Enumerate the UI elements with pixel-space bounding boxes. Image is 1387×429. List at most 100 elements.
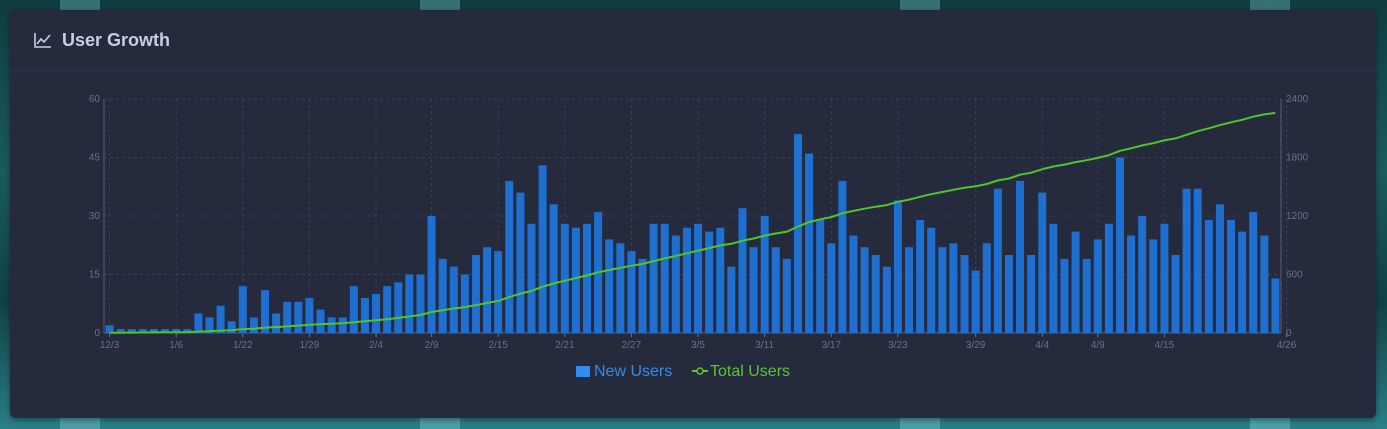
new-users-bar [316, 309, 325, 333]
user-growth-card: User Growth 0 0 15 600 30 1200 45 1800 60 2400 12/… [10, 10, 1376, 418]
new-users-bar [694, 223, 703, 333]
new-users-bar [327, 317, 336, 333]
new-users-bar [860, 247, 869, 333]
new-users-bar [682, 227, 691, 333]
new-users-bar [372, 294, 381, 333]
y-right-tick-label: 1800 [1286, 153, 1309, 164]
new-users-bar [1193, 188, 1202, 333]
new-users-bar [616, 243, 625, 333]
x-tick-label: 2/27 [622, 340, 642, 351]
x-tick-label: 3/11 [755, 340, 774, 351]
x-tick-label: 3/23 [888, 340, 908, 351]
y-right-tick-label: 1200 [1286, 211, 1309, 222]
new-users-bar [438, 258, 447, 333]
new-users-bar [494, 251, 503, 333]
new-users-bar [527, 223, 536, 333]
new-users-bar [460, 274, 469, 333]
new-users-bar [893, 200, 902, 333]
new-users-bar [638, 258, 647, 333]
x-tick-label: 3/5 [691, 340, 705, 351]
card-header: User Growth [10, 10, 1376, 71]
new-users-bar [1238, 231, 1247, 333]
new-users-bar [705, 231, 714, 333]
new-users-bar [283, 301, 292, 333]
new-users-bar [1249, 212, 1258, 333]
new-users-bar [749, 247, 758, 333]
x-tick-label: 12/3 [100, 340, 120, 351]
y-right-tick-label: 2400 [1286, 94, 1309, 105]
new-users-bar [116, 329, 125, 333]
new-users-bar [1204, 219, 1213, 333]
new-users-bar [294, 301, 303, 333]
new-users-bar [560, 223, 569, 333]
y-left-tick-label: 45 [89, 153, 101, 164]
y-left-tick-label: 60 [89, 94, 101, 105]
new-users-bar [1071, 231, 1080, 333]
new-users-bar [1060, 258, 1069, 333]
y-right-tick-label: 600 [1286, 270, 1303, 281]
new-users-bar [1215, 204, 1224, 333]
new-users-bar [838, 180, 847, 333]
new-users-bar [871, 255, 880, 333]
new-users-bar [505, 180, 514, 333]
new-users-bar [1049, 223, 1058, 333]
legend-new-users-label: New Users [594, 363, 672, 380]
new-users-bar [1016, 180, 1025, 333]
new-users-bar [827, 243, 836, 333]
new-users-bar [882, 266, 891, 333]
x-tick-label: 2/15 [488, 340, 508, 351]
new-users-bar [982, 243, 991, 333]
new-users-bar [1027, 255, 1036, 333]
new-users-bar [816, 219, 825, 333]
new-users-bar [194, 313, 203, 333]
new-users-bar [916, 219, 925, 333]
new-users-bar [1182, 188, 1191, 333]
user-growth-chart: 0 0 15 600 30 1200 45 1800 60 2400 12/3 1/6 1/22 1/29… [89, 94, 1309, 380]
y-left-tick-label: 15 [89, 270, 101, 281]
x-tick-label: 3/17 [822, 340, 842, 351]
new-users-bar [671, 235, 680, 333]
new-users-bar [1171, 255, 1180, 333]
new-users-bar [349, 286, 358, 333]
new-users-bar [782, 258, 791, 333]
new-users-bar [938, 247, 947, 333]
new-users-bar [805, 153, 814, 333]
new-users-bar [1271, 278, 1280, 333]
new-users-bar [927, 227, 936, 333]
new-users-bar [338, 317, 347, 333]
new-users-bar [127, 329, 136, 333]
y-left-tick-label: 0 [94, 328, 100, 339]
new-users-bar [394, 282, 403, 333]
legend-total-users-label: Total Users [710, 363, 790, 380]
new-users-bar [449, 266, 458, 333]
new-users-bar [383, 286, 392, 333]
total-users-line [109, 111, 1276, 334]
new-users-bar [138, 329, 147, 333]
new-users-bar [960, 255, 969, 333]
x-tick-label: 4/26 [1277, 340, 1297, 351]
new-users-bar [149, 329, 158, 333]
y-right-tick-label: 0 [1286, 328, 1292, 339]
new-users-bar [305, 297, 314, 333]
new-users-bar [1004, 255, 1013, 333]
new-users-bar [649, 223, 658, 333]
x-tick-label: 2/4 [369, 340, 383, 351]
new-users-bar [227, 321, 236, 333]
new-users-bar [427, 216, 436, 333]
new-users-bar [605, 239, 614, 333]
new-users-bar [538, 165, 547, 333]
x-tick-label: 3/29 [966, 340, 986, 351]
new-users-bar [360, 297, 369, 333]
new-users-bar [971, 270, 980, 333]
new-users-bar [583, 223, 592, 333]
new-users-bar [1082, 258, 1091, 333]
card-title: User Growth [62, 29, 171, 50]
new-users-bar [1138, 216, 1147, 333]
x-tick-label: 1/22 [233, 340, 253, 351]
new-users-bar [627, 251, 636, 333]
new-users-bar [261, 290, 270, 333]
new-users-bar [1260, 235, 1269, 333]
x-tick-label: 1/29 [300, 340, 320, 351]
new-users-bar [738, 208, 747, 333]
x-tick-label: 4/9 [1091, 340, 1105, 351]
